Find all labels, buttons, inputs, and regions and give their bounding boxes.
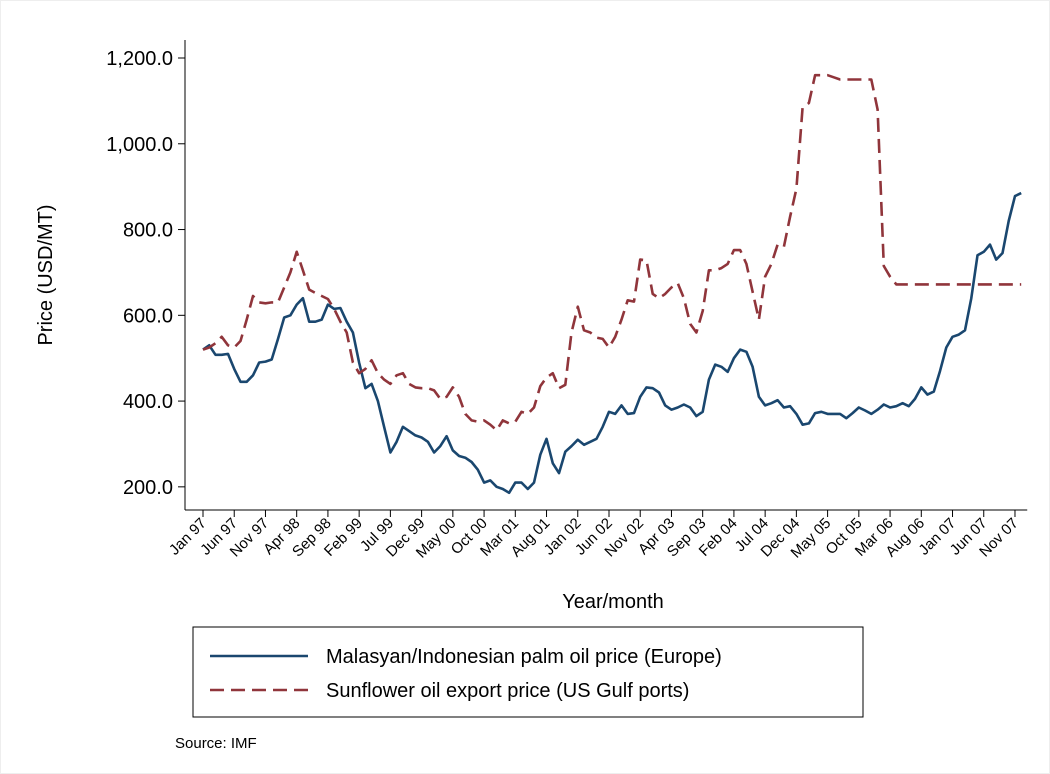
y-tick-label: 400.0 [123, 391, 173, 413]
legend-box [192, 626, 864, 718]
series-line [202, 191, 1022, 495]
y-tick-label: 200.0 [123, 477, 173, 499]
series-line [202, 73, 1022, 432]
y-tick-label: 1,000.0 [106, 134, 173, 156]
y-tick-label: 1,200.0 [106, 48, 173, 70]
legend-label: Malasyan/Indonesian palm oil price (Euro… [326, 646, 722, 668]
x-axis-title: Year/month [562, 591, 664, 613]
y-tick-label: 600.0 [123, 305, 173, 327]
source-note: Source: IMF [175, 735, 257, 752]
y-tick-label: 800.0 [123, 220, 173, 242]
y-axis-title: Price (USD/MT) [35, 204, 57, 345]
legend-label: Sunflower oil export price (US Gulf port… [326, 680, 689, 702]
